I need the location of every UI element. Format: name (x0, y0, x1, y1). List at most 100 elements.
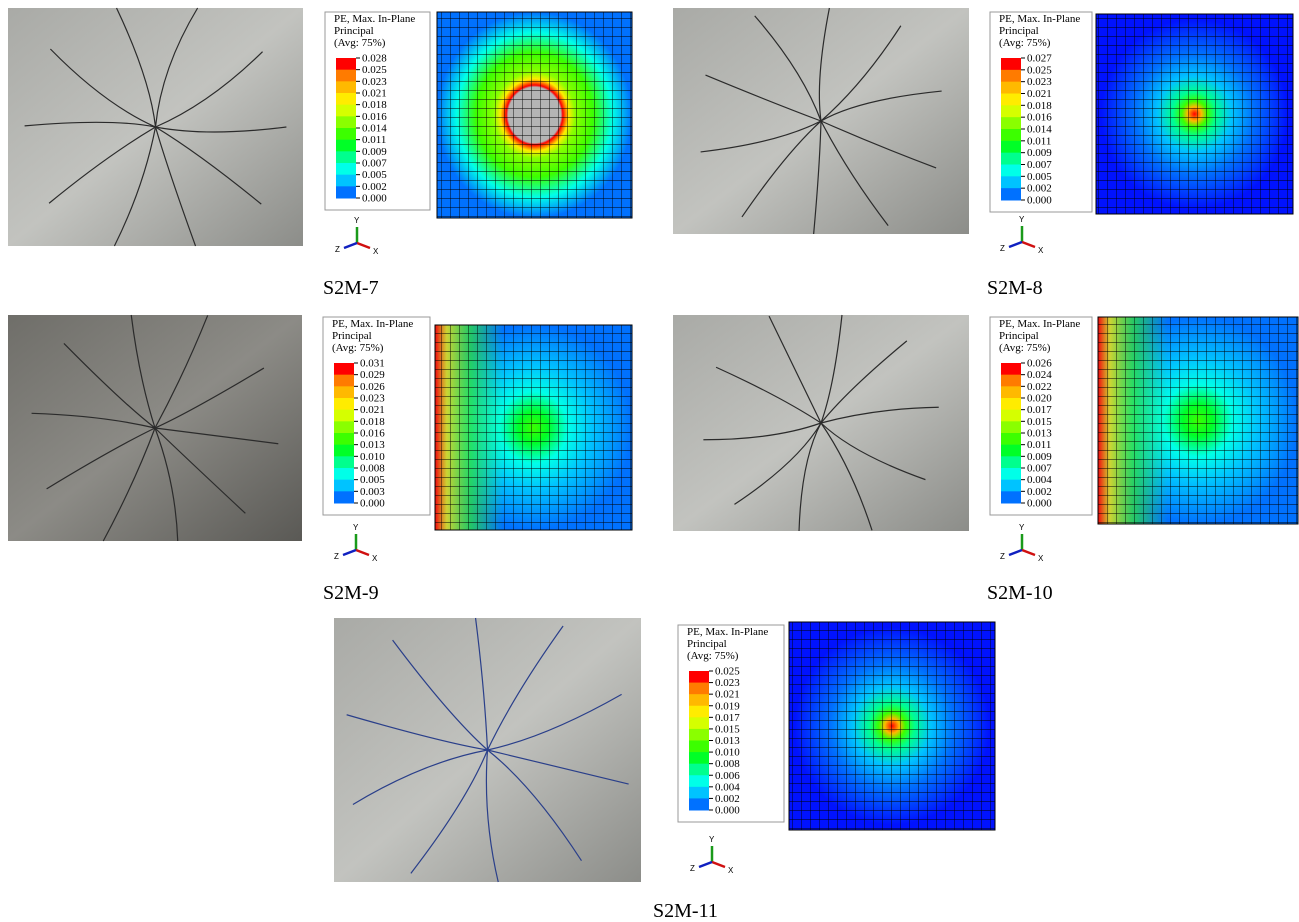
legend-color-band (689, 706, 709, 718)
legend-color-band (1001, 445, 1021, 457)
legend-color-band (334, 363, 354, 375)
legend-value: 0.014 (362, 123, 387, 135)
legend-value: 0.004 (1027, 474, 1052, 486)
legend-value: 0.021 (360, 404, 385, 416)
legend-color-band (334, 410, 354, 422)
legend-value: 0.025 (1027, 64, 1052, 76)
mesh-grid (1096, 14, 1293, 214)
axis-label: Y (1019, 215, 1025, 224)
legend-title: (Avg: 75%) (999, 37, 1051, 49)
legend-color-band (1001, 421, 1021, 433)
legend-value: 0.026 (360, 381, 385, 393)
legend-value: 0.002 (1027, 183, 1052, 195)
legend-value: 0.016 (360, 428, 385, 440)
legend-color-band (1001, 398, 1021, 410)
legend-value: 0.013 (360, 439, 385, 451)
legend-value: 0.026 (1027, 358, 1052, 370)
legend-value: 0.019 (715, 700, 740, 712)
legend-color-band (334, 445, 354, 457)
legend-value: 0.018 (1027, 100, 1052, 112)
legend-color-band (1001, 176, 1021, 188)
legend-value: 0.010 (360, 451, 385, 463)
legend-color-band (334, 491, 354, 503)
legend-value: 0.027 (1027, 53, 1052, 65)
legend-color-band (334, 480, 354, 492)
legend-value: 0.007 (362, 158, 387, 170)
legend-color-band (1001, 410, 1021, 422)
legend-color-band (334, 398, 354, 410)
axis-label: X (373, 247, 379, 256)
legend-value: 0.011 (362, 134, 386, 146)
legend-color-band (1001, 363, 1021, 375)
legend-value: 0.005 (1027, 171, 1052, 183)
axis-label: Y (354, 216, 360, 225)
legend-color-band (336, 186, 356, 198)
axis-z (1009, 242, 1022, 247)
axis-label: X (372, 554, 378, 563)
legend-title: (Avg: 75%) (332, 342, 384, 354)
legend-value: 0.002 (715, 793, 740, 805)
legend-color-band (336, 140, 356, 152)
axis-x (357, 243, 370, 248)
legend-color-band (1001, 94, 1021, 106)
legend-color-band (1001, 141, 1021, 153)
legend-color-band (689, 683, 709, 695)
legend-value: 0.021 (715, 689, 740, 701)
legend-value: 0.013 (715, 735, 740, 747)
legend-value: 0.009 (1027, 147, 1052, 159)
legend-value: 0.009 (1027, 451, 1052, 463)
caption: S2M-9 (323, 582, 379, 604)
legend-color-band (689, 764, 709, 776)
legend-value: 0.029 (360, 369, 385, 381)
legend-title: PE, Max. In-Plane (999, 318, 1080, 330)
legend-color-band (1001, 165, 1021, 177)
axis-x (712, 862, 725, 867)
legend-color-band (334, 468, 354, 480)
legend-value: 0.031 (360, 358, 385, 370)
legend-value: 0.016 (1027, 112, 1052, 124)
legend-color-band (1001, 58, 1021, 70)
legend-color-band (336, 58, 356, 70)
legend-value: 0.013 (1027, 428, 1052, 440)
legend-value: 0.000 (362, 193, 387, 205)
axis-z (699, 862, 712, 867)
legend-color-band (1001, 129, 1021, 141)
legend-color-band (1001, 153, 1021, 165)
legend-title: Principal (999, 25, 1039, 37)
legend-color-band (689, 671, 709, 683)
legend-color-band (1001, 70, 1021, 82)
legend-title: PE, Max. In-Plane (332, 318, 413, 330)
page: PE, Max. In-PlanePrincipal(Avg: 75%)0.02… (0, 0, 1299, 922)
legend-color-band (689, 775, 709, 787)
legend-title: (Avg: 75%) (334, 37, 386, 49)
legend-color-band (689, 741, 709, 753)
legend-color-band (336, 70, 356, 82)
legend-value: 0.014 (1027, 124, 1052, 136)
axis-z (343, 550, 356, 555)
legend-value: 0.025 (362, 64, 387, 76)
legend-color-band (336, 163, 356, 175)
legend-title: PE, Max. In-Plane (334, 13, 415, 25)
axis-label: Z (690, 864, 695, 873)
legend-value: 0.005 (360, 474, 385, 486)
legend-value: 0.010 (715, 747, 740, 759)
legend-value: 0.018 (360, 416, 385, 428)
legend-color-band (334, 433, 354, 445)
legend-title: Principal (687, 638, 727, 650)
legend-value: 0.025 (715, 666, 740, 678)
legend-title: (Avg: 75%) (687, 650, 739, 662)
legend-title: Principal (999, 330, 1039, 342)
axis-label: X (1038, 554, 1044, 563)
legend-title: PE, Max. In-Plane (687, 626, 768, 638)
legend-color-band (1001, 375, 1021, 387)
legend-color-band (689, 787, 709, 799)
legend-value: 0.017 (715, 712, 740, 724)
legend-color-band (689, 694, 709, 706)
legend-value: 0.011 (1027, 135, 1051, 147)
legend-color-band (1001, 117, 1021, 129)
legend-value: 0.000 (1027, 498, 1052, 510)
legend-value: 0.000 (1027, 195, 1052, 207)
legend-value: 0.002 (362, 181, 387, 193)
legend-color-band (1001, 491, 1021, 503)
axis-x (1022, 550, 1035, 555)
